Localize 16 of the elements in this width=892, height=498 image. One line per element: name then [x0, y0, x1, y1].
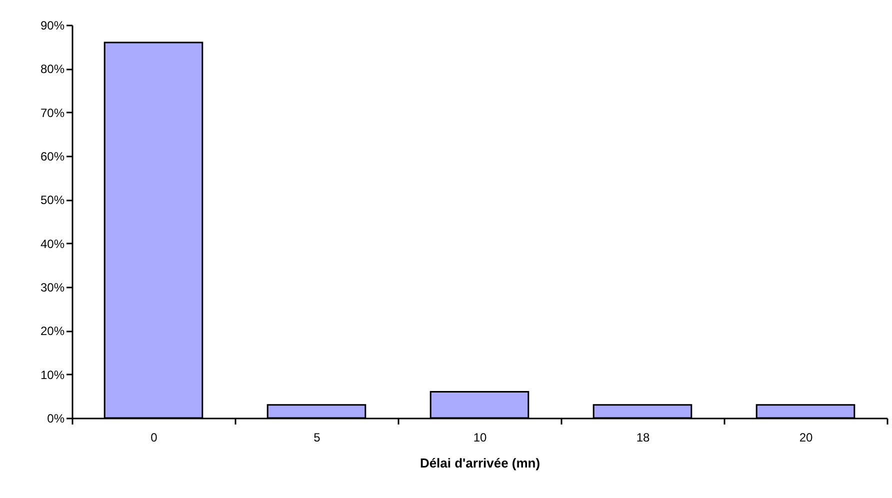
- y-tick-label: 20%: [40, 324, 65, 338]
- x-tick-label: 0: [150, 430, 158, 444]
- y-tick-label: 30%: [40, 280, 65, 294]
- x-tick-label: 10: [473, 430, 487, 444]
- x-tick-label: 18: [636, 430, 650, 444]
- y-tick-label: 70%: [40, 106, 65, 120]
- x-tick-label: 20: [799, 430, 813, 444]
- y-tick-label: 90%: [40, 18, 65, 32]
- y-tick-label: 60%: [40, 150, 65, 164]
- x-axis-title: Délai d'arrivée (mn): [420, 456, 540, 470]
- y-tick-label: 40%: [40, 236, 65, 251]
- x-tick-label: 5: [314, 430, 321, 444]
- y-tick-label: 0%: [47, 412, 65, 426]
- y-tick-label: 80%: [40, 62, 65, 76]
- y-tick-label: 10%: [40, 368, 65, 382]
- y-tick-label: 50%: [40, 193, 65, 208]
